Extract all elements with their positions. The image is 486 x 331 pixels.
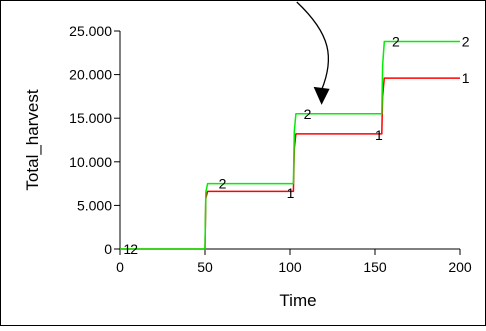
series-1-line: [120, 77, 460, 250]
y-tick-label: 0: [104, 241, 112, 257]
series-1-marker: 1: [375, 127, 383, 143]
y-tick-label: 10.000: [69, 154, 112, 170]
series-layer: [120, 40, 460, 250]
x-tick-label: 150: [363, 259, 387, 275]
series-2-marker: 2: [304, 106, 312, 122]
x-tick-label: 50: [197, 259, 213, 275]
series-1-marker: 1: [123, 241, 131, 257]
series-2-marker: 2: [130, 241, 138, 257]
annotation-arrow-head: [313, 86, 330, 105]
series-2-marker: 2: [392, 33, 400, 49]
series-1-marker: 1: [287, 185, 295, 201]
x-ticks: 0 50 100 150 200: [116, 249, 472, 275]
series-1-marker: 1: [462, 70, 470, 86]
y-tick-label: 25.000: [69, 23, 112, 39]
series-2-line: [120, 40, 460, 250]
x-axis-title: Time: [279, 291, 316, 310]
series-2-marker: 2: [219, 176, 227, 192]
axes: [119, 31, 460, 250]
y-tick-label: 20.000: [69, 67, 112, 83]
annotation-arrow-curve: [296, 1, 330, 91]
y-tick-label: 15.000: [69, 110, 112, 126]
y-axis-title: Total_harvest: [23, 89, 42, 190]
series-2-marker: 2: [462, 33, 470, 49]
x-tick-label: 100: [278, 259, 302, 275]
y-ticks: 0 5.000 10.000 15.000 20.000 25.000: [69, 23, 120, 257]
x-tick-label: 0: [116, 259, 124, 275]
y-tick-label: 5.000: [77, 197, 112, 213]
x-tick-label: 200: [448, 259, 472, 275]
annotations: [296, 1, 330, 105]
